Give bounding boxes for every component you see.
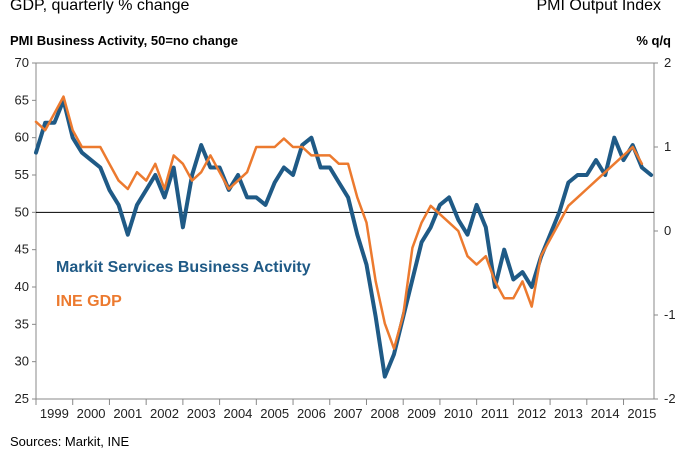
x-tick-label: 2014 <box>591 406 620 421</box>
x-tick-label: 2007 <box>334 406 363 421</box>
left-tick-label: 60 <box>15 130 29 145</box>
x-tick-label: 2012 <box>517 406 546 421</box>
left-tick-label: 35 <box>15 316 29 331</box>
chart-title-left: GDP, quarterly % change <box>10 0 190 14</box>
x-tick-label: 2011 <box>481 406 509 421</box>
x-tick-label: 2004 <box>223 406 252 421</box>
right-tick-label: 0 <box>664 223 671 238</box>
left-tick-label: 30 <box>15 354 29 369</box>
x-tick-label: 2013 <box>554 406 583 421</box>
x-tick-label: 1999 <box>40 406 69 421</box>
x-tick-label: 2005 <box>260 406 289 421</box>
gdp-line <box>34 95 644 350</box>
x-tick-label: 2015 <box>627 406 656 421</box>
source-note: Sources: Markit, INE <box>10 434 130 449</box>
right-axis-label: % q/q <box>636 33 671 48</box>
left-tick-label: 65 <box>15 92 29 107</box>
x-tick-label: 2003 <box>187 406 216 421</box>
right-tick-label: -2 <box>664 391 676 406</box>
left-axis-label: PMI Business Activity, 50=no change <box>10 33 238 48</box>
legend-services-label: Markit Services Business Activity <box>56 259 311 276</box>
left-tick-label: 40 <box>15 279 29 294</box>
right-axis-ticks: 2 1 0 -1 -2 <box>654 55 676 406</box>
x-tick-label: 2006 <box>297 406 326 421</box>
right-tick-label: -1 <box>664 307 676 322</box>
x-axis-ticks: 1999 2000 2001 2002 2003 2004 2005 2006 2007 2008… <box>35 399 656 421</box>
right-tick-label: 1 <box>664 139 671 154</box>
x-tick-label: 2002 <box>150 406 179 421</box>
right-tick-label: 2 <box>664 55 671 70</box>
legend-gdp-label: INE GDP <box>56 293 122 310</box>
series-layer <box>34 95 654 379</box>
left-tick-label: 55 <box>15 167 29 182</box>
x-tick-label: 2010 <box>444 406 473 421</box>
x-tick-label: 2001 <box>113 406 142 421</box>
x-tick-label: 2008 <box>370 406 399 421</box>
services-activity-line <box>34 98 654 379</box>
left-tick-label: 50 <box>15 204 29 219</box>
x-tick-label: 2009 <box>407 406 436 421</box>
x-tick-label: 2000 <box>77 406 106 421</box>
chart-title-right: PMI Output Index <box>536 0 661 14</box>
left-tick-label: 70 <box>15 55 29 70</box>
left-axis-ticks: 70 65 60 55 50 45 40 35 30 25 <box>15 55 36 406</box>
left-tick-label: 25 <box>15 391 29 406</box>
left-tick-label: 45 <box>15 242 29 257</box>
